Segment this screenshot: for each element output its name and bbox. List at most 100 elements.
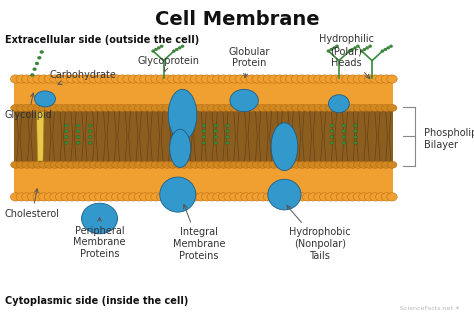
Ellipse shape xyxy=(201,75,212,83)
Ellipse shape xyxy=(27,75,38,83)
Ellipse shape xyxy=(38,193,49,201)
Ellipse shape xyxy=(10,75,21,83)
Ellipse shape xyxy=(359,104,369,112)
Ellipse shape xyxy=(76,130,80,133)
Ellipse shape xyxy=(336,193,346,201)
Ellipse shape xyxy=(369,45,372,48)
Ellipse shape xyxy=(128,193,139,201)
Ellipse shape xyxy=(88,124,92,127)
Ellipse shape xyxy=(128,104,138,112)
Ellipse shape xyxy=(179,75,190,83)
Ellipse shape xyxy=(224,104,234,112)
Text: Glycoprotein: Glycoprotein xyxy=(137,56,199,71)
Ellipse shape xyxy=(50,161,60,168)
Ellipse shape xyxy=(88,136,92,138)
Ellipse shape xyxy=(342,161,352,168)
Ellipse shape xyxy=(55,75,66,83)
Ellipse shape xyxy=(89,75,100,83)
Ellipse shape xyxy=(213,161,223,168)
Ellipse shape xyxy=(78,161,88,168)
Ellipse shape xyxy=(365,75,375,83)
Ellipse shape xyxy=(134,75,145,83)
Ellipse shape xyxy=(342,124,346,127)
Ellipse shape xyxy=(151,104,161,112)
Ellipse shape xyxy=(359,193,369,201)
Ellipse shape xyxy=(146,104,155,112)
Ellipse shape xyxy=(151,193,161,201)
Ellipse shape xyxy=(353,161,363,168)
Ellipse shape xyxy=(84,104,94,112)
Ellipse shape xyxy=(145,193,155,201)
Ellipse shape xyxy=(73,161,82,168)
Ellipse shape xyxy=(140,193,150,201)
Ellipse shape xyxy=(314,161,324,168)
Ellipse shape xyxy=(61,75,72,83)
Ellipse shape xyxy=(230,104,240,112)
Ellipse shape xyxy=(61,104,71,112)
Ellipse shape xyxy=(297,193,307,201)
Ellipse shape xyxy=(123,75,133,83)
Ellipse shape xyxy=(106,161,116,168)
Ellipse shape xyxy=(319,161,329,168)
Ellipse shape xyxy=(112,104,122,112)
Ellipse shape xyxy=(226,124,229,127)
Ellipse shape xyxy=(128,161,138,168)
Ellipse shape xyxy=(365,104,374,112)
Ellipse shape xyxy=(35,62,39,65)
Ellipse shape xyxy=(269,75,279,83)
Ellipse shape xyxy=(168,75,178,83)
Ellipse shape xyxy=(190,75,201,83)
Ellipse shape xyxy=(185,161,195,168)
Ellipse shape xyxy=(252,104,262,112)
Text: Extracellular side (outside the cell): Extracellular side (outside the cell) xyxy=(5,35,199,45)
Ellipse shape xyxy=(246,161,256,168)
Ellipse shape xyxy=(196,161,206,168)
Ellipse shape xyxy=(196,193,206,201)
Ellipse shape xyxy=(201,104,211,112)
Ellipse shape xyxy=(134,193,145,201)
Ellipse shape xyxy=(224,161,234,168)
Ellipse shape xyxy=(22,161,32,168)
Ellipse shape xyxy=(365,193,375,201)
Ellipse shape xyxy=(309,161,319,168)
Ellipse shape xyxy=(328,95,349,113)
Ellipse shape xyxy=(274,75,285,83)
Ellipse shape xyxy=(214,124,218,127)
Ellipse shape xyxy=(213,75,223,83)
Ellipse shape xyxy=(359,161,369,168)
Ellipse shape xyxy=(163,161,172,168)
Ellipse shape xyxy=(11,161,20,168)
Ellipse shape xyxy=(325,161,335,168)
Ellipse shape xyxy=(353,193,364,201)
Ellipse shape xyxy=(30,73,34,77)
Ellipse shape xyxy=(235,193,246,201)
Ellipse shape xyxy=(387,193,397,201)
Ellipse shape xyxy=(230,89,258,112)
Ellipse shape xyxy=(382,161,392,168)
Ellipse shape xyxy=(365,161,374,168)
Ellipse shape xyxy=(269,161,279,168)
Text: Phospholipid
Bilayer: Phospholipid Bilayer xyxy=(424,128,474,150)
Ellipse shape xyxy=(330,136,334,138)
Text: ScienceFacts.net ✶: ScienceFacts.net ✶ xyxy=(400,306,460,311)
Bar xyxy=(14,163,393,199)
Ellipse shape xyxy=(257,75,268,83)
Ellipse shape xyxy=(168,104,178,112)
Ellipse shape xyxy=(33,75,43,83)
Ellipse shape xyxy=(89,193,100,201)
Ellipse shape xyxy=(33,68,36,71)
Ellipse shape xyxy=(241,161,251,168)
Ellipse shape xyxy=(370,104,380,112)
Ellipse shape xyxy=(325,193,336,201)
Ellipse shape xyxy=(218,193,228,201)
Ellipse shape xyxy=(191,161,201,168)
Ellipse shape xyxy=(202,136,206,138)
Ellipse shape xyxy=(173,193,184,201)
Ellipse shape xyxy=(280,104,290,112)
Text: Glycolipid: Glycolipid xyxy=(5,93,53,120)
Ellipse shape xyxy=(89,161,99,168)
Ellipse shape xyxy=(202,130,206,133)
Ellipse shape xyxy=(336,45,338,48)
Ellipse shape xyxy=(196,104,206,112)
Ellipse shape xyxy=(106,75,116,83)
